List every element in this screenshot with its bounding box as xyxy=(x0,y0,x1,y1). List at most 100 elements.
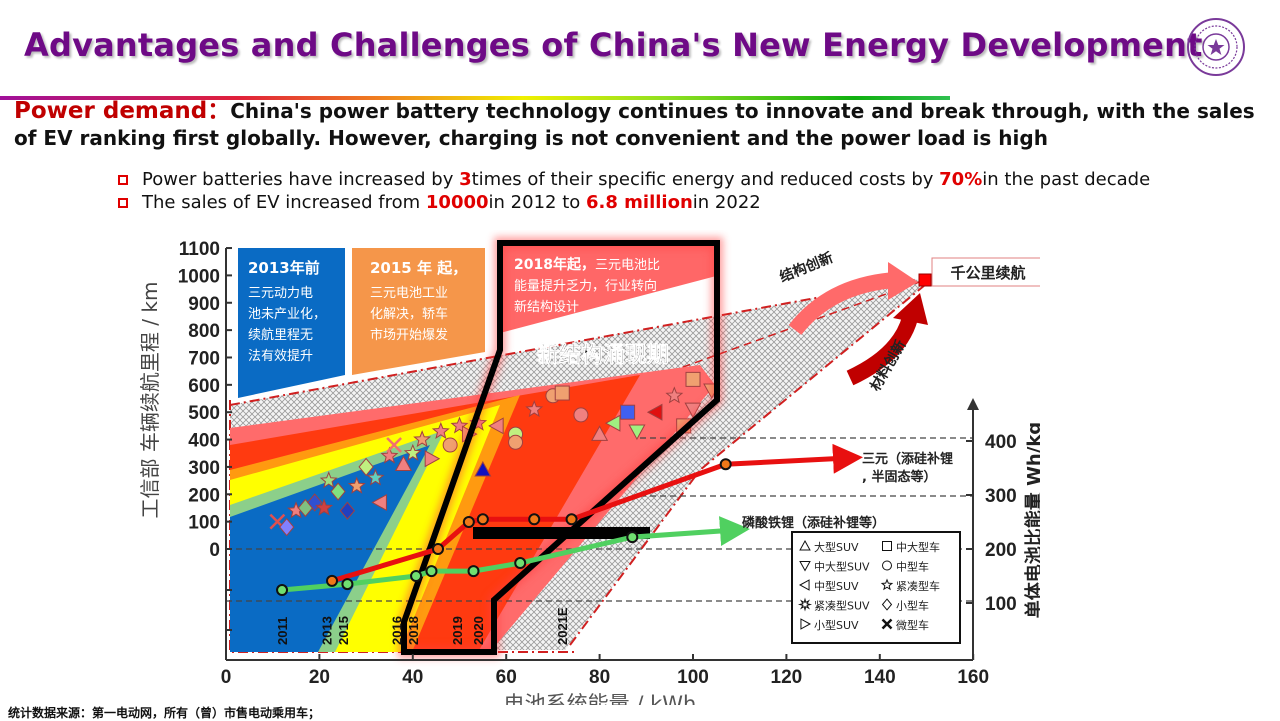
phase-text: 池未产业化， xyxy=(248,307,326,322)
highlight: 10000 xyxy=(425,192,489,213)
headline: Power demand：China's power battery techn… xyxy=(14,98,1264,152)
legend-circle-icon xyxy=(882,560,892,571)
legend-label: 紧凑型车 xyxy=(896,579,940,593)
legend-label: 中大型车 xyxy=(896,540,940,554)
y-tick-label: 1000 xyxy=(178,266,220,287)
battery-range-chart: 2013年前 三元动力电 池未产业化， 续航里程无 法有效提升 2015 年 起… xyxy=(140,237,1040,705)
period-label: 新结构涌现期 xyxy=(537,342,669,368)
ternary-point xyxy=(462,516,475,528)
y-tick-label: 200 xyxy=(188,485,220,506)
legend-label: 紧凑型SUV xyxy=(814,599,870,613)
lfp-point xyxy=(410,570,423,582)
headline-text: China's power battery technology continu… xyxy=(14,99,1255,150)
scatter-point-triangle-left xyxy=(604,414,621,432)
y-right-tick-label: 400 xyxy=(985,432,1017,453)
bullet-list: Power batteries have increased by 3 time… xyxy=(118,168,1150,214)
highlight: 70% xyxy=(939,169,983,190)
scatter-point-diamond xyxy=(330,482,346,501)
plateau-bar xyxy=(473,527,650,539)
tsinghua-logo xyxy=(1187,18,1245,76)
phase-text: 化解决，轿车 xyxy=(370,306,448,322)
bullet-text: in 2022 xyxy=(692,192,761,213)
scatter-point-star xyxy=(347,476,366,494)
bullet-text: in 2012 to xyxy=(488,192,581,213)
legend-label: 中型SUV xyxy=(814,579,859,593)
scatter-point-star xyxy=(450,416,469,434)
target-marker xyxy=(918,273,932,287)
y-right-tick-label: 100 xyxy=(985,594,1017,615)
ternary-point xyxy=(432,543,445,555)
legend-label: 中型车 xyxy=(896,560,929,574)
y-tick-label: 300 xyxy=(188,458,220,479)
highlight: 6.8 million xyxy=(586,192,693,213)
year-label: 2016 xyxy=(389,616,404,645)
y-tick-label: 600 xyxy=(188,376,220,397)
legend-triangle-down-icon xyxy=(799,560,811,572)
structure-arrow-head-icon xyxy=(888,262,918,300)
ternary-point xyxy=(326,574,339,587)
bullet-item: Power batteries have increased by 3 time… xyxy=(118,168,1150,191)
lfp-point xyxy=(514,557,527,570)
x-tick-label: 20 xyxy=(309,667,330,688)
svg-text:2018年起，三元电池比: 2018年起，三元电池比 xyxy=(514,256,660,273)
legend-label: 小型车 xyxy=(896,599,929,613)
phase-title: 2018年起， xyxy=(514,256,595,273)
ternary-point xyxy=(528,513,541,526)
ternary-line xyxy=(331,443,863,584)
y-tick-label: 700 xyxy=(188,348,220,369)
y-tick-label: 800 xyxy=(188,321,220,342)
year-label: 2019 xyxy=(450,616,465,645)
scatter-point-triangle-right xyxy=(424,450,441,468)
x-tick-label: 80 xyxy=(589,667,610,688)
scatter-point-star xyxy=(319,471,338,489)
x-tick-label: 60 xyxy=(496,667,517,688)
phase-text: 续航里程无 xyxy=(248,327,313,343)
lfp-point xyxy=(425,565,438,578)
legend-label: 中大型SUV xyxy=(814,560,870,574)
legend-flower-icon xyxy=(797,597,813,612)
scatter-point-diamond xyxy=(358,457,374,477)
lfp-point xyxy=(626,531,639,544)
ternary-label: , 半固态等） xyxy=(862,469,936,485)
x-tick-label: 0 xyxy=(221,667,232,688)
phase-text: 法有效提升 xyxy=(248,348,313,364)
y-tick-label: 900 xyxy=(188,294,220,315)
y-right-tick-label: 300 xyxy=(985,486,1017,507)
x-tick-label: 120 xyxy=(771,667,803,688)
x-tick-label: 40 xyxy=(402,667,423,688)
lfp-point xyxy=(276,584,289,597)
series-points xyxy=(276,458,732,597)
lfp-label: 磷酸铁锂（添硅补锂等） xyxy=(742,515,885,531)
scatter-point-x xyxy=(386,437,403,453)
legend-triangle-up-icon xyxy=(799,540,811,551)
x-axis-label: 电池系统能量 / kWh xyxy=(504,692,697,705)
bullet-text: times of their specific energy and reduc… xyxy=(471,169,934,190)
scatter-point-triangle-up xyxy=(591,425,609,441)
target-box xyxy=(931,257,1040,287)
phase-box-2015 xyxy=(352,248,485,375)
scatter-point-triangle-left xyxy=(371,493,387,512)
headline-lead: Power demand： xyxy=(14,98,231,124)
x-tick-label: 160 xyxy=(957,667,989,688)
projection-upper-bound xyxy=(229,277,926,406)
legend-label: 微型车 xyxy=(896,618,929,632)
year-label: 2013 xyxy=(319,616,334,645)
bullet-item: The sales of EV increased from 10000 in … xyxy=(118,191,1150,214)
lfp-point xyxy=(467,565,480,578)
scatter-point-star xyxy=(380,446,399,464)
bullet-square-icon xyxy=(118,174,128,185)
scatter-point-star xyxy=(366,468,385,486)
legend-star-icon xyxy=(880,578,894,591)
y-tick-label: 0 xyxy=(209,540,220,561)
scatter-point-triangle-left xyxy=(646,403,663,421)
ternary-label: 三元（添硅补锂 xyxy=(862,451,953,467)
ternary-point xyxy=(476,513,489,526)
scatter-point-star xyxy=(413,430,432,448)
bullet-square-icon xyxy=(118,197,128,208)
scatter-point-star xyxy=(403,443,422,461)
material-arrow xyxy=(846,315,918,386)
rainbow-divider xyxy=(0,96,950,100)
x-tick-label: 140 xyxy=(864,667,896,688)
bullet-text: in the past decade xyxy=(982,169,1151,190)
